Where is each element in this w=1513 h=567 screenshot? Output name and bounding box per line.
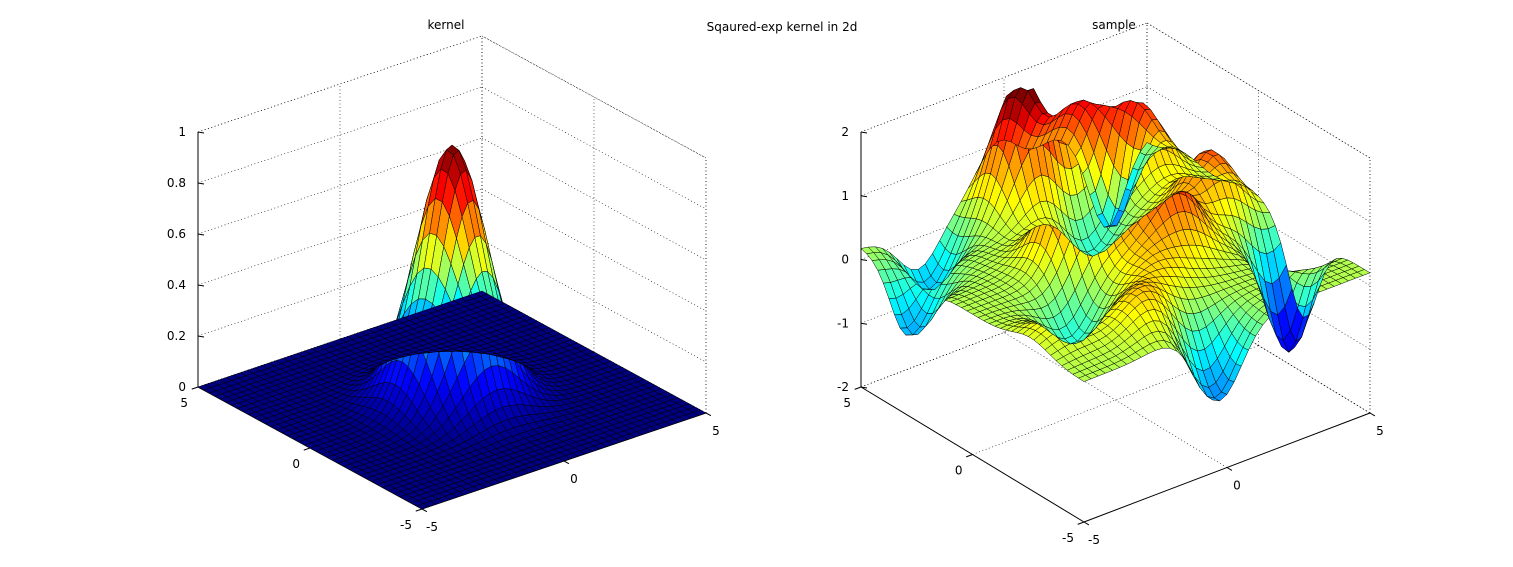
y-tick bbox=[415, 508, 423, 512]
z-tick bbox=[860, 195, 868, 198]
x-tick bbox=[705, 412, 712, 417]
z-tick bbox=[197, 284, 205, 287]
z-tick-label: 1 bbox=[178, 125, 186, 139]
y-tick bbox=[854, 386, 862, 390]
z-tick-label: 2 bbox=[841, 125, 849, 139]
x-tick-label: 0 bbox=[1233, 479, 1241, 493]
x-tick-label: -5 bbox=[426, 520, 438, 534]
y-tick-label: 0 bbox=[292, 457, 300, 471]
y-tick bbox=[191, 386, 199, 390]
z-tick bbox=[197, 233, 205, 236]
x-tick bbox=[1369, 412, 1376, 417]
z-gridline bbox=[481, 137, 707, 261]
z-gridline bbox=[197, 35, 483, 133]
z-tick bbox=[860, 386, 868, 389]
z-tick bbox=[197, 335, 205, 338]
z-tick-label: -1 bbox=[837, 316, 849, 330]
z-tick-label: 0.6 bbox=[167, 227, 186, 241]
y-tick-label: 5 bbox=[843, 396, 851, 410]
y-tick bbox=[966, 454, 973, 458]
z-tick-label: 1 bbox=[841, 189, 849, 203]
z-gridline bbox=[1146, 86, 1371, 223]
figure-suptitle: Sqaured-exp kernel in 2d bbox=[707, 20, 858, 34]
z-tick bbox=[197, 131, 205, 134]
x-tick bbox=[1226, 467, 1233, 471]
z-gridline bbox=[481, 86, 707, 210]
y-tick-label: -5 bbox=[1062, 531, 1074, 545]
z-tick-label: 0.8 bbox=[167, 176, 186, 190]
z-tick bbox=[860, 322, 868, 325]
z-tick-label: -2 bbox=[837, 380, 849, 394]
surface bbox=[197, 144, 707, 510]
z-gridline bbox=[481, 239, 707, 363]
x-tick bbox=[563, 460, 570, 465]
z-gridline bbox=[1146, 22, 1371, 159]
x-tick-label: -5 bbox=[1088, 533, 1100, 547]
z-tick bbox=[860, 259, 868, 261]
z-gridline bbox=[197, 188, 483, 286]
z-tick-label: 0 bbox=[178, 380, 186, 394]
kernel-surface-axes: kernel -5 0 5 -5 0 5 0 0.2 0.4 0.6 0.8 1 bbox=[167, 18, 720, 534]
sample-axes-title: sample bbox=[1092, 18, 1136, 32]
tick-labels: -5 0 5 -5 0 5 0 0.2 0.4 0.6 0.8 1 bbox=[167, 125, 720, 534]
y-tick-label: -5 bbox=[400, 518, 412, 532]
y-tick bbox=[1077, 521, 1085, 525]
z-gridline bbox=[197, 137, 483, 235]
z-tick-label: 0.2 bbox=[167, 329, 186, 343]
x-tick-label: 0 bbox=[570, 472, 578, 486]
z-tick bbox=[860, 131, 868, 134]
z-tick-label: 0.4 bbox=[167, 278, 186, 292]
back-right-top-edge bbox=[481, 35, 707, 159]
z-gridline bbox=[197, 239, 483, 337]
y-tick-label: 5 bbox=[180, 396, 188, 410]
z-gridline bbox=[481, 35, 707, 159]
x-tick-label: 5 bbox=[712, 424, 720, 438]
z-gridline bbox=[481, 188, 707, 312]
tick-labels: -5 0 5 -5 0 5 -2 -1 0 1 2 bbox=[837, 125, 1384, 547]
z-gridline bbox=[197, 86, 483, 184]
kernel-axes-title: kernel bbox=[428, 18, 465, 32]
y-tick bbox=[303, 447, 311, 451]
x-gridline bbox=[1003, 332, 1228, 468]
z-tick-label: 0 bbox=[841, 253, 849, 267]
x-tick bbox=[421, 508, 428, 513]
surface-face bbox=[474, 290, 488, 297]
y-tick-label: 0 bbox=[955, 464, 963, 478]
x-tick bbox=[1083, 521, 1090, 526]
x-tick-label: 5 bbox=[1376, 424, 1384, 438]
sample-surface-axes: sample -5 0 5 -5 0 5 -2 -1 0 1 2 bbox=[837, 18, 1384, 547]
surface bbox=[860, 87, 1371, 402]
z-tick bbox=[197, 182, 205, 185]
